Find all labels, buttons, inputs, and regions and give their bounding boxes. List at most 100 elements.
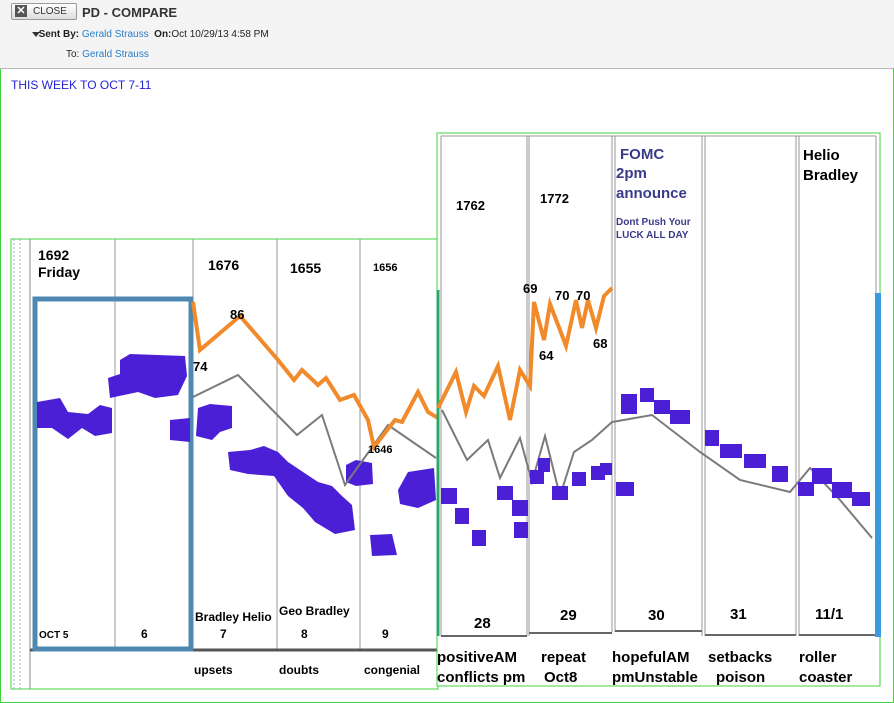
purple-square [720,444,742,458]
purple-blob [228,446,355,534]
orange-line [436,286,614,421]
bottom-word: hopefulAM [612,649,689,666]
close-icon: ✕ [15,5,27,17]
purple-blob-group [37,354,436,556]
chart-note: Bradley Helio [195,610,272,624]
fomc-label: 2pm [616,165,647,182]
purple-square [572,472,586,486]
day-label: 28 [474,615,491,632]
day-label: 11/1 [815,606,843,623]
purple-square [798,482,814,496]
price-label: 1772 [540,191,569,206]
fomc-warning: LUCK ALL DAY [616,230,689,241]
purple-square [744,454,766,468]
purple-square [455,508,469,524]
purple-square [705,430,719,446]
message-header: ✕ CLOSE PD - COMPARE Sent By: Gerald Str… [0,0,894,69]
point-label: 70 [576,288,590,303]
bottom-word: roller [799,649,837,666]
purple-square [552,486,568,500]
day-label: OCT 5 [39,630,69,641]
purple-square [772,466,788,482]
purple-square [616,482,634,496]
purple-blob [37,398,112,439]
purple-square [512,500,528,516]
point-label: 70 [555,288,569,303]
collapse-triangle-icon[interactable] [32,32,40,37]
sent-date: Oct 10/29/13 4:58 PM [171,29,269,40]
purple-square [530,470,544,484]
point-label: 74 [193,359,208,374]
point-label: 86 [230,307,244,322]
day-label: 9 [382,627,389,641]
purple-blob [398,468,436,508]
purple-blob [170,418,190,442]
purple-square-group [441,388,870,546]
on-label: On: [154,29,172,40]
bottom-word: positiveAM [437,649,517,666]
point-label: 1646 [368,444,392,456]
chart-note: Geo Bradley [279,604,350,618]
purple-square [514,522,528,538]
purple-square [441,488,457,504]
message-body-text: THIS WEEK TO OCT 7-11 [11,78,152,92]
day-label: 31 [730,606,747,623]
bottom-word: doubts [279,663,319,677]
fomc-label: FOMC [620,146,664,163]
bottom-word: coaster [799,669,853,686]
to-label: To: [66,49,80,60]
day-label: 8 [301,627,308,641]
point-label: 64 [539,348,554,363]
gray-line [441,409,873,539]
purple-blob [108,354,187,398]
day-label: 29 [560,607,577,624]
purple-square [538,458,550,472]
bottom-word: upsets [194,663,233,677]
purple-square [621,394,637,414]
helio-label: Bradley [803,167,859,184]
purple-square [832,482,852,498]
close-button[interactable]: ✕ CLOSE [11,3,77,20]
price-label: 1656 [373,262,397,274]
bottom-word: congenial [364,663,420,677]
bottom-word: poison [716,669,765,686]
day-label: 6 [141,627,148,641]
point-label: 68 [593,336,607,351]
purple-square [497,486,513,500]
helio-label: Helio [803,147,840,164]
price-label: 1762 [456,198,485,213]
price-label: 1676 [208,257,239,273]
day-label: 30 [648,607,665,624]
left-chart-panel: 1692 Friday 1676 1655 1656 86 74 1646 Bra… [10,238,440,690]
purple-square [600,463,612,475]
sent-by-label: Sent By: [38,29,80,40]
price-label: 1692 Friday [38,247,80,280]
fomc-warning: Dont Push Your [616,217,691,228]
purple-square [640,388,654,402]
purple-square [670,410,690,424]
bottom-word: repeat [541,649,586,666]
day-label: 7 [220,627,227,641]
sent-by-row: Sent By: Gerald Strauss On:Oct 10/29/13 … [33,29,269,40]
purple-blob [370,534,397,556]
close-label: CLOSE [33,6,67,17]
purple-square [812,468,832,484]
fomc-label: announce [616,185,687,202]
purple-square [654,400,670,414]
bottom-word: pmUnstable [612,669,698,686]
sender-link[interactable]: Gerald Strauss [81,29,149,40]
gray-line [192,373,437,488]
purple-square [852,492,870,506]
point-label: 69 [523,281,537,296]
right-chart-panel: 1762 1772 FOMC 2pm announce Dont Push Yo… [436,132,881,687]
to-row: To: Gerald Strauss [66,49,149,60]
bottom-word: Oct8 [544,669,577,686]
purple-square [472,530,486,546]
purple-blob [196,404,232,440]
bottom-word: conflicts pm [437,669,525,686]
orange-line [191,301,440,452]
recipient-link[interactable]: Gerald Strauss [82,49,149,60]
bottom-word: setbacks [708,649,772,666]
highlight-box [32,296,194,652]
